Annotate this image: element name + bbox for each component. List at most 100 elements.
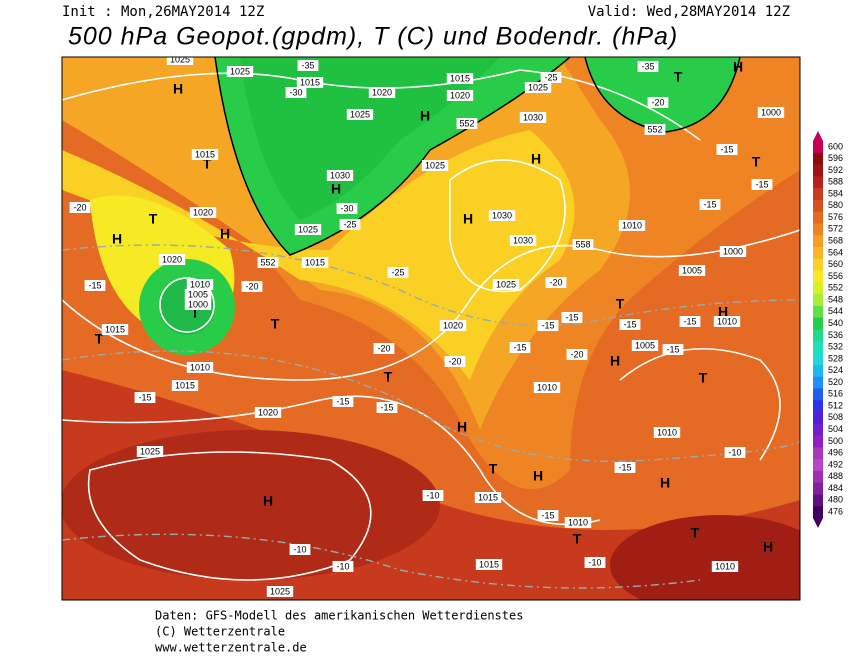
label-box bbox=[545, 277, 567, 288]
colorbar-swatch bbox=[813, 376, 823, 389]
colorbar-label: 512 bbox=[828, 400, 843, 410]
colorbar-label: 476 bbox=[828, 506, 843, 516]
init-time: Init : Mon,26MAY2014 12Z bbox=[62, 4, 264, 20]
pressure-center: H bbox=[263, 493, 273, 509]
contour-label: 1025 bbox=[170, 54, 190, 64]
pressure-center: H bbox=[220, 226, 230, 242]
contour-label: 1025 bbox=[270, 586, 290, 596]
contour-label: -35 bbox=[641, 61, 654, 71]
colorbar-swatch bbox=[813, 364, 823, 377]
label-box bbox=[184, 289, 212, 300]
contour-label: 1020 bbox=[162, 254, 182, 264]
contour-label: 1025 bbox=[230, 66, 250, 76]
contour-label: 1015 bbox=[175, 380, 195, 390]
colorbar-label: 488 bbox=[828, 471, 843, 481]
colorbar-arrow-bottom bbox=[813, 518, 823, 528]
pressure-center: T bbox=[691, 525, 700, 541]
label-box bbox=[184, 299, 212, 310]
label-box bbox=[509, 342, 531, 353]
contour-label: 552 bbox=[260, 257, 275, 267]
colorbar-label: 500 bbox=[828, 436, 843, 446]
colorbar-label: 564 bbox=[828, 247, 843, 257]
label-box bbox=[456, 118, 478, 129]
contour-label: 1015 bbox=[478, 492, 498, 502]
colorbar-label: 592 bbox=[828, 165, 843, 175]
contour-label: 1025 bbox=[425, 160, 445, 170]
pressure-center: T bbox=[191, 305, 200, 321]
map: H H H H H H H H T T T T T T H T H H T T H H H T T H T T 1025 1025 1015… bbox=[62, 54, 800, 600]
contour-label: -15 bbox=[138, 392, 151, 402]
contour-label: 1025 bbox=[350, 109, 370, 119]
label-box bbox=[368, 87, 396, 98]
contour-label: -15 bbox=[703, 199, 716, 209]
contour-label: -15 bbox=[513, 342, 526, 352]
label-box bbox=[294, 224, 322, 235]
label-box bbox=[724, 447, 746, 458]
colorbar-swatch bbox=[813, 317, 823, 330]
contour-label: 1015 bbox=[195, 149, 215, 159]
contour-label: -20 bbox=[245, 281, 258, 291]
contour-label: -15 bbox=[541, 320, 554, 330]
label-box bbox=[285, 87, 307, 98]
colorbar-swatch bbox=[813, 506, 823, 519]
contour-label: -10 bbox=[336, 561, 349, 571]
pressure-center: T bbox=[573, 531, 582, 547]
label-box bbox=[614, 462, 636, 473]
contour-label: 1010 bbox=[717, 316, 737, 326]
colorbar-arrow-top bbox=[813, 131, 823, 141]
label-box bbox=[257, 257, 279, 268]
label-box bbox=[719, 246, 747, 257]
contour-label: -20 bbox=[377, 343, 390, 353]
label-box bbox=[618, 220, 646, 231]
colorbar-label: 524 bbox=[828, 365, 843, 375]
contour-label: 1005 bbox=[682, 265, 702, 275]
label-box bbox=[226, 66, 254, 77]
label-box bbox=[446, 73, 474, 84]
contour-label: 1030 bbox=[523, 112, 543, 122]
colorbar-swatch bbox=[813, 164, 823, 177]
colorbar-swatch bbox=[813, 176, 823, 189]
label-box bbox=[332, 561, 354, 572]
contour-label: 1015 bbox=[479, 559, 499, 569]
label-box bbox=[191, 149, 219, 160]
label-box bbox=[339, 219, 361, 230]
colorbar-swatch bbox=[813, 188, 823, 201]
contour-label: 1015 bbox=[450, 73, 470, 83]
colorbar-swatch bbox=[813, 305, 823, 319]
contour-label: 552 bbox=[459, 118, 474, 128]
label-box bbox=[69, 202, 91, 213]
colorbar-label: 480 bbox=[828, 495, 843, 505]
contour-label: -30 bbox=[289, 87, 302, 97]
contour-label: 1025 bbox=[496, 279, 516, 289]
colorbar-swatch bbox=[813, 388, 823, 401]
colorbar-label: 600 bbox=[828, 141, 843, 151]
pressure-center: H bbox=[531, 151, 541, 167]
label-box bbox=[713, 316, 741, 327]
label-box bbox=[662, 344, 684, 355]
label-box bbox=[647, 97, 669, 108]
colorbar-swatch bbox=[813, 341, 823, 354]
colorbar-label: 588 bbox=[828, 177, 843, 187]
colorbar-swatch bbox=[813, 482, 823, 495]
contour-label: -20 bbox=[651, 97, 664, 107]
pressure-center: H bbox=[718, 304, 728, 320]
contour-label: -20 bbox=[448, 356, 461, 366]
pressure-center: H bbox=[610, 353, 620, 369]
pressure-center: H bbox=[533, 468, 543, 484]
contour-label: 1020 bbox=[193, 207, 213, 217]
pressure-center: T bbox=[384, 369, 393, 385]
label-box bbox=[289, 544, 311, 555]
pressure-center: T bbox=[616, 296, 625, 312]
contour-label: 1020 bbox=[372, 87, 392, 97]
label-box bbox=[373, 343, 395, 354]
colorbar-swatch bbox=[813, 258, 823, 271]
colorbar-label: 536 bbox=[828, 330, 843, 340]
colorbar-label: 580 bbox=[828, 200, 843, 210]
contour-label: -20 bbox=[549, 277, 562, 287]
contour-label: -25 bbox=[391, 267, 404, 277]
pressure-center: T bbox=[203, 156, 212, 172]
contour-label: -25 bbox=[343, 219, 356, 229]
contour-label: -15 bbox=[755, 179, 768, 189]
contour-label: 1000 bbox=[761, 107, 781, 117]
